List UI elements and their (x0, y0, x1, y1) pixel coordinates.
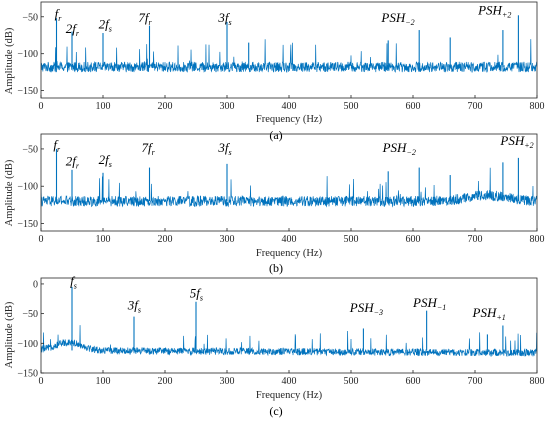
panel-b-annotation-3: 7fr (141, 140, 155, 157)
panel-c-axes-box (40, 277, 538, 374)
panel-c-xtick-label-5: 500 (344, 376, 359, 387)
panel-b-spectrum-line (41, 167, 537, 208)
panel-a-xtick-label-6: 600 (406, 101, 421, 112)
panel-b-xtick-label-6: 600 (406, 234, 421, 245)
panel-b-annotation-5: PSH−2 (382, 140, 416, 157)
panel-b-xlabel: Frequency (Hz) (256, 248, 323, 259)
panel-a-annotation-4: 3fs (217, 10, 231, 27)
panel-c-xtick-label-7: 700 (468, 376, 483, 387)
panel-c-xlabel: Frequency (Hz) (256, 390, 323, 401)
panel-b-xtick-label-4: 400 (282, 234, 297, 245)
panel-c-annotation-4: PSH−1 (412, 295, 446, 312)
panel-a-annotation-1: 2fr (66, 21, 80, 38)
panel-c-xtick-label-6: 600 (406, 376, 421, 387)
panel-c-ytick-label-1: −50 (22, 309, 38, 320)
panel-a-ytick-label-2: −150 (17, 86, 38, 97)
panel-c-xtick-label-2: 200 (158, 376, 173, 387)
panel-b-xtick-label-5: 500 (344, 234, 359, 245)
panel-b-annotation-2: 2fs (99, 152, 112, 169)
panel-b-xtick-label-8: 800 (530, 234, 545, 245)
panel-a-annotation-0: fr (55, 6, 63, 23)
panel-c-xtick-label-1: 100 (96, 376, 111, 387)
panel-c-ytick-label-3: −150 (17, 369, 38, 380)
panel-a-xtick-label-2: 200 (158, 101, 173, 112)
panel-a-xtick-label-0: 0 (39, 101, 44, 112)
panel-c-xtick-label-0: 0 (39, 376, 44, 387)
panel-b-xtick-label-0: 0 (39, 234, 44, 245)
panel-c-annotation-1: 3fs (127, 297, 141, 314)
panel-c-caption: (c) (269, 404, 282, 418)
panel-c-xtick-label-8: 800 (530, 376, 545, 387)
panel-b-caption: (b) (269, 261, 283, 275)
panel-b-annotation-4: 3fs (217, 140, 231, 157)
panel-b-xtick-label-7: 700 (468, 234, 483, 245)
panel-c-annotation-5: PSH+1 (472, 305, 506, 322)
panel-b-ytick-label-1: −100 (17, 182, 38, 193)
panel-b-ytick-label-0: −50 (22, 144, 38, 155)
panel-c-ytick-label-0: 0 (33, 279, 38, 290)
panel-c-annotation-3: PSH−3 (349, 300, 383, 317)
panel-a-annotation-6: PSH+2 (477, 3, 511, 20)
panel-a-caption: (a) (269, 128, 282, 142)
panel-c-annotation-2: 5fs (190, 286, 203, 303)
panel-a-annotation-3: 7fr (138, 10, 152, 27)
panel-a-xtick-label-5: 500 (344, 101, 359, 112)
panel-b-ylabel: Amplitude (dB) (4, 159, 15, 226)
panel-c-ylabel: Amplitude (dB) (4, 301, 15, 368)
panel-a-axes-box (40, 1, 538, 99)
panel-b: (b) Frequency (Hz) Amplitude (dB) 0 100 20… (4, 133, 545, 275)
panel-b-annotation-6: PSH+2 (499, 133, 533, 150)
panel-b-axes-box (40, 133, 538, 232)
panel-b-xtick-label-3: 300 (220, 234, 235, 245)
panel-c-ytick-label-2: −100 (17, 339, 38, 350)
panel-a-ytick-label-1: −100 (17, 49, 38, 60)
panel-c: (c) Frequency (Hz) Amplitude (dB) 0 100 20… (4, 274, 545, 418)
panel-c-xtick-label-3: 300 (220, 376, 235, 387)
panel-a-xlabel: Frequency (Hz) (256, 114, 323, 125)
panel-a-xtick-label-7: 700 (468, 101, 483, 112)
panel-a-ytick-label-0: −50 (22, 12, 38, 23)
panel-a: (a) Frequency (Hz) Amplitude (dB) 0 100 20… (4, 1, 545, 142)
panel-b-xtick-label-1: 100 (96, 234, 111, 245)
panel-c-xtick-label-4: 400 (282, 376, 297, 387)
panel-a-xtick-label-1: 100 (96, 101, 111, 112)
panel-b-annotation-1: 2fr (66, 153, 80, 170)
panel-b-annotation-0: fr (53, 137, 61, 154)
panel-a-spectrum-line (41, 39, 537, 73)
panel-a-xtick-label-3: 300 (220, 101, 235, 112)
panel-a-xtick-label-4: 400 (282, 101, 297, 112)
panel-b-ytick-label-2: −150 (17, 219, 38, 230)
panel-a-ylabel: Amplitude (dB) (4, 27, 15, 94)
panel-b-xtick-label-2: 200 (158, 234, 173, 245)
panel-a-annotation-5: PSH−2 (380, 10, 414, 27)
panel-a-annotation-2: 2fs (99, 17, 112, 34)
panel-c-spectrum-line (41, 325, 537, 357)
panel-a-xtick-label-8: 800 (530, 101, 545, 112)
panel-c-annotation-0: fs (70, 274, 77, 291)
